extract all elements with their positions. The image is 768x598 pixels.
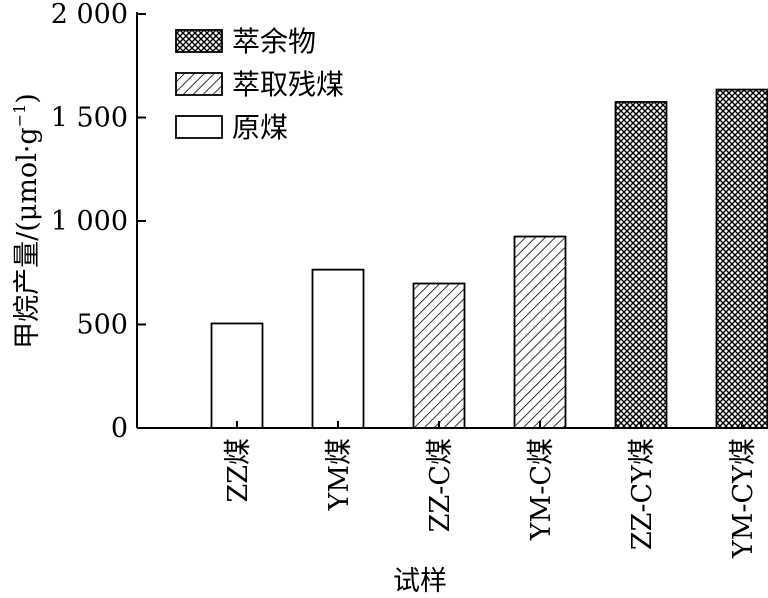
- y-axis-label: 甲烷产量/(μmol·g−1): [10, 93, 43, 349]
- bar-4: [513, 235, 567, 429]
- bar-3: [412, 282, 466, 429]
- y-tick-label: 0: [111, 413, 128, 444]
- x-tick-label: YM煤: [324, 438, 355, 511]
- legend-label: 萃取残煤: [232, 68, 344, 101]
- y-axis: 0 500 1 000 1 500 2 000: [51, 0, 146, 444]
- legend-swatch: [175, 29, 223, 53]
- x-tick-label: YM-CY煤: [728, 438, 759, 559]
- bar-2: [311, 268, 365, 429]
- legend-swatch: [175, 72, 223, 96]
- x-tick-label: ZZ-CY煤: [627, 438, 658, 550]
- y-tick-label: 2 000: [51, 0, 128, 30]
- x-tick-label: YM-C煤: [526, 438, 557, 541]
- x-tick-label: ZZ煤: [223, 438, 254, 503]
- x-axis: ZZ煤 YM煤 ZZ-C煤 YM-C煤 ZZ-CY煤 YM-CY煤: [137, 421, 768, 559]
- bar-6: [715, 88, 768, 429]
- y-axis-label-main: 甲烷产量/(μmol·g: [12, 127, 43, 349]
- legend-label: 萃余物: [232, 25, 316, 58]
- bar-5: [614, 101, 668, 429]
- y-tick-label: 1 500: [51, 103, 128, 134]
- bars-group: [210, 88, 768, 429]
- y-axis-label-close: ): [12, 93, 43, 104]
- legend-swatch: [175, 115, 223, 139]
- bar-1: [210, 322, 264, 429]
- y-axis-label-superscript: −1: [10, 104, 29, 128]
- y-tick-label: 500: [76, 310, 128, 341]
- x-axis-label: 试样: [393, 566, 447, 597]
- x-tick-label: ZZ-C煤: [425, 438, 456, 532]
- y-tick-label: 1 000: [51, 206, 128, 237]
- legend-label: 原煤: [232, 111, 288, 144]
